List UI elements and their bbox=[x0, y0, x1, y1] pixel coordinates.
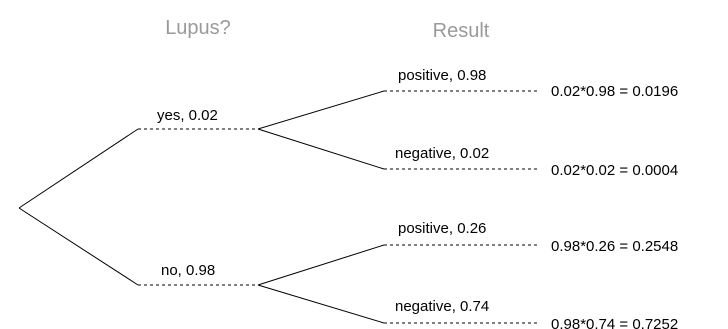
edge-yes-negative bbox=[257, 128, 385, 170]
edge-yes-positive bbox=[257, 90, 385, 130]
edge-root-no bbox=[18, 207, 139, 286]
header-result: Result bbox=[433, 20, 490, 42]
branch-label-no: no, 0.98 bbox=[161, 262, 215, 279]
product-yes-positive: 0.02*0.98 = 0.0196 bbox=[551, 83, 678, 100]
result-label-no-positive: positive, 0.26 bbox=[398, 220, 486, 237]
result-label-yes-positive: positive, 0.98 bbox=[398, 67, 486, 84]
product-yes-negative: 0.02*0.02 = 0.0004 bbox=[551, 162, 678, 179]
result-label-yes-negative: negative, 0.02 bbox=[395, 145, 489, 162]
branch-label-yes: yes, 0.02 bbox=[157, 107, 218, 124]
header-lupus: Lupus? bbox=[165, 17, 231, 39]
product-no-positive: 0.98*0.26 = 0.2548 bbox=[551, 238, 678, 255]
edge-no-positive bbox=[257, 244, 385, 286]
edge-no-negative bbox=[257, 284, 385, 324]
product-no-negative: 0.98*0.74 = 0.7252 bbox=[551, 316, 678, 329]
edge-root-yes bbox=[18, 128, 139, 209]
result-label-no-negative: negative, 0.74 bbox=[395, 298, 489, 315]
